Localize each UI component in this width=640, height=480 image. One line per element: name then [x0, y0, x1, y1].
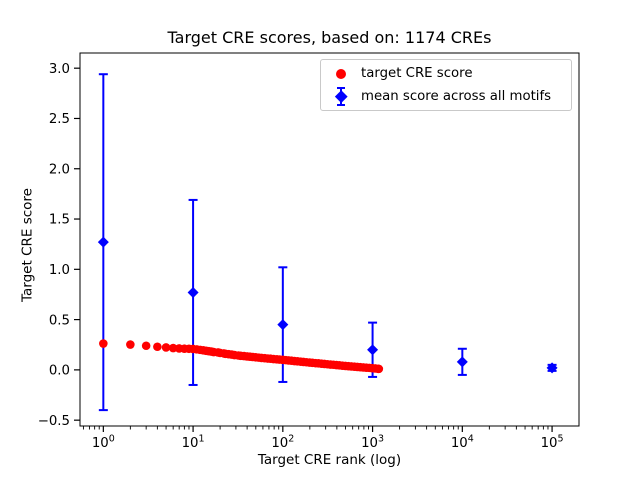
y-tick-label: 2.5	[49, 112, 70, 127]
red-circle-marker-icon	[321, 68, 361, 79]
blue-diamond-errorbar-marker-icon	[321, 87, 361, 106]
x-tick-label: 105	[541, 434, 564, 452]
blue-diamond-marker	[456, 356, 468, 368]
blue-diamond-marker	[367, 344, 379, 356]
mean-errorbar-series	[97, 73, 558, 412]
red-point	[99, 339, 108, 348]
x-axis-label: Target CRE rank (log)	[257, 452, 402, 468]
legend-label: target CRE score	[361, 66, 473, 81]
red-point	[126, 340, 135, 349]
blue-diamond-marker	[546, 362, 558, 374]
red-point	[374, 364, 384, 374]
y-tick-label: 0.0	[49, 364, 70, 379]
x-tick-label: 102	[271, 434, 294, 452]
blue-diamond-marker	[97, 236, 109, 248]
x-tick-label: 100	[92, 434, 115, 452]
y-tick-label: 1.5	[49, 213, 70, 228]
axes-frame	[79, 52, 580, 427]
y-tick-label: 3.0	[49, 62, 70, 77]
chart-title: Target CRE scores, based on: 1174 CREs	[167, 28, 492, 47]
x-tick-label: 103	[361, 434, 384, 452]
legend-item-target-cre-score: target CRE score	[321, 62, 571, 85]
legend-item-mean-score: mean score across all motifs	[321, 85, 571, 108]
x-tick-label: 104	[451, 434, 474, 452]
target-cre-score-series	[99, 339, 384, 374]
blue-diamond-marker	[277, 319, 289, 331]
blue-diamond-marker	[187, 286, 199, 298]
x-axis-ticks: 100 101 102 103 104 105	[92, 426, 564, 451]
y-tick-label: 2.0	[49, 162, 70, 177]
legend-label: mean score across all motifs	[361, 89, 552, 104]
x-tick-label: 101	[182, 434, 205, 452]
x-axis-minor-ticks	[82, 426, 549, 430]
y-axis-label: Target CRE score	[19, 188, 36, 302]
y-tick-label: 0.5	[49, 313, 70, 328]
y-axis-ticks: −0.5 0.0 0.5 1.0 1.5 2.0 2.5 3.0	[38, 62, 80, 429]
red-point	[141, 341, 151, 351]
red-point	[161, 343, 171, 352]
y-tick-label: −0.5	[38, 414, 70, 429]
red-point	[153, 342, 162, 352]
legend: target CRE score mean score across all m…	[320, 59, 572, 111]
y-tick-label: 1.0	[49, 263, 70, 278]
